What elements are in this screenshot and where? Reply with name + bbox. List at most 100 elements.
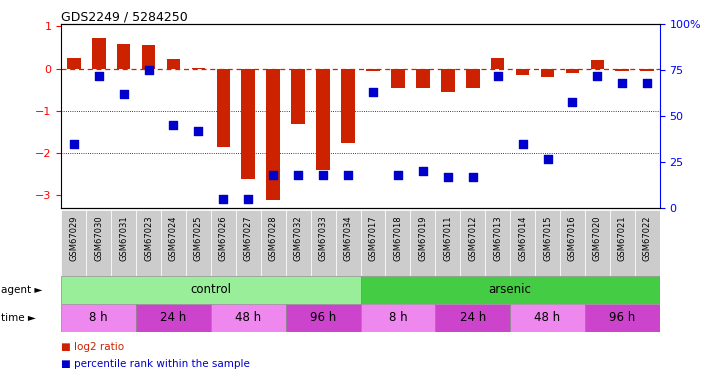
Bar — [167, 59, 180, 69]
Text: 24 h: 24 h — [160, 311, 187, 324]
Bar — [391, 69, 404, 88]
Point — [592, 73, 603, 79]
Bar — [92, 38, 105, 69]
Point — [442, 174, 454, 180]
Text: 24 h: 24 h — [459, 311, 486, 324]
Text: GSM67025: GSM67025 — [194, 215, 203, 261]
Bar — [117, 44, 131, 69]
Bar — [61, 304, 136, 332]
Text: time ►: time ► — [1, 313, 35, 323]
Text: GSM67028: GSM67028 — [269, 215, 278, 261]
Bar — [161, 210, 186, 276]
Text: arsenic: arsenic — [489, 283, 531, 296]
Bar — [510, 210, 535, 276]
Text: 96 h: 96 h — [609, 311, 635, 324]
Text: GSM67023: GSM67023 — [144, 215, 153, 261]
Bar — [242, 69, 255, 178]
Bar — [435, 210, 460, 276]
Bar — [111, 210, 136, 276]
Bar — [67, 58, 81, 69]
Bar — [360, 210, 386, 276]
Bar — [640, 69, 654, 71]
Bar — [541, 69, 554, 77]
Bar — [341, 69, 355, 142]
Text: GSM67021: GSM67021 — [618, 215, 627, 261]
Bar — [216, 69, 230, 147]
Bar — [335, 210, 360, 276]
Bar — [142, 45, 156, 69]
Bar — [261, 210, 286, 276]
Point — [392, 172, 404, 178]
Bar — [590, 60, 604, 69]
Bar — [435, 304, 510, 332]
Bar — [366, 69, 380, 71]
Text: GSM67011: GSM67011 — [443, 215, 452, 261]
Text: GSM67016: GSM67016 — [568, 215, 577, 261]
Point — [293, 172, 304, 178]
Point — [616, 80, 628, 86]
Point — [168, 122, 180, 128]
Bar — [560, 210, 585, 276]
Bar — [236, 210, 261, 276]
Bar — [317, 69, 330, 170]
Text: GSM67018: GSM67018 — [394, 215, 402, 261]
Point — [68, 141, 79, 147]
Bar — [211, 210, 236, 276]
Bar — [211, 304, 286, 332]
Bar — [192, 68, 205, 69]
Bar — [441, 69, 455, 92]
Text: GDS2249 / 5284250: GDS2249 / 5284250 — [61, 10, 188, 23]
Bar — [585, 304, 660, 332]
Bar — [360, 304, 435, 332]
Text: GSM67022: GSM67022 — [642, 215, 652, 261]
Text: 8 h: 8 h — [389, 311, 407, 324]
Text: agent ►: agent ► — [1, 285, 42, 295]
Point — [143, 68, 154, 74]
Bar — [610, 210, 634, 276]
Text: GSM67015: GSM67015 — [543, 215, 552, 261]
Text: GSM67027: GSM67027 — [244, 215, 253, 261]
Text: GSM67019: GSM67019 — [418, 215, 428, 261]
Text: 48 h: 48 h — [235, 311, 261, 324]
Bar — [61, 210, 87, 276]
Bar — [360, 276, 660, 304]
Point — [267, 172, 279, 178]
Bar — [466, 69, 479, 88]
Point — [567, 99, 578, 105]
Point — [118, 91, 129, 97]
Bar — [516, 69, 529, 75]
Bar — [291, 69, 305, 124]
Bar — [410, 210, 435, 276]
Bar — [460, 210, 485, 276]
Text: 48 h: 48 h — [534, 311, 560, 324]
Text: GSM67033: GSM67033 — [319, 215, 327, 261]
Text: GSM67026: GSM67026 — [219, 215, 228, 261]
Text: control: control — [190, 283, 231, 296]
Text: GSM67031: GSM67031 — [119, 215, 128, 261]
Text: ■ log2 ratio: ■ log2 ratio — [61, 342, 125, 352]
Point — [317, 172, 329, 178]
Point — [492, 73, 503, 79]
Point — [467, 174, 479, 180]
Point — [417, 168, 428, 174]
Bar — [535, 210, 560, 276]
Bar — [286, 210, 311, 276]
Text: GSM67013: GSM67013 — [493, 215, 502, 261]
Point — [342, 172, 354, 178]
Bar — [485, 210, 510, 276]
Text: GSM67034: GSM67034 — [343, 215, 353, 261]
Bar — [510, 304, 585, 332]
Text: 8 h: 8 h — [89, 311, 108, 324]
Point — [193, 128, 204, 134]
Bar — [416, 69, 430, 88]
Point — [642, 80, 653, 86]
Text: GSM67014: GSM67014 — [518, 215, 527, 261]
Point — [541, 156, 553, 162]
Point — [367, 89, 379, 95]
Point — [93, 73, 105, 79]
Text: GSM67024: GSM67024 — [169, 215, 178, 261]
Bar — [386, 210, 410, 276]
Bar — [565, 69, 579, 73]
Bar — [136, 210, 161, 276]
Bar — [266, 69, 280, 200]
